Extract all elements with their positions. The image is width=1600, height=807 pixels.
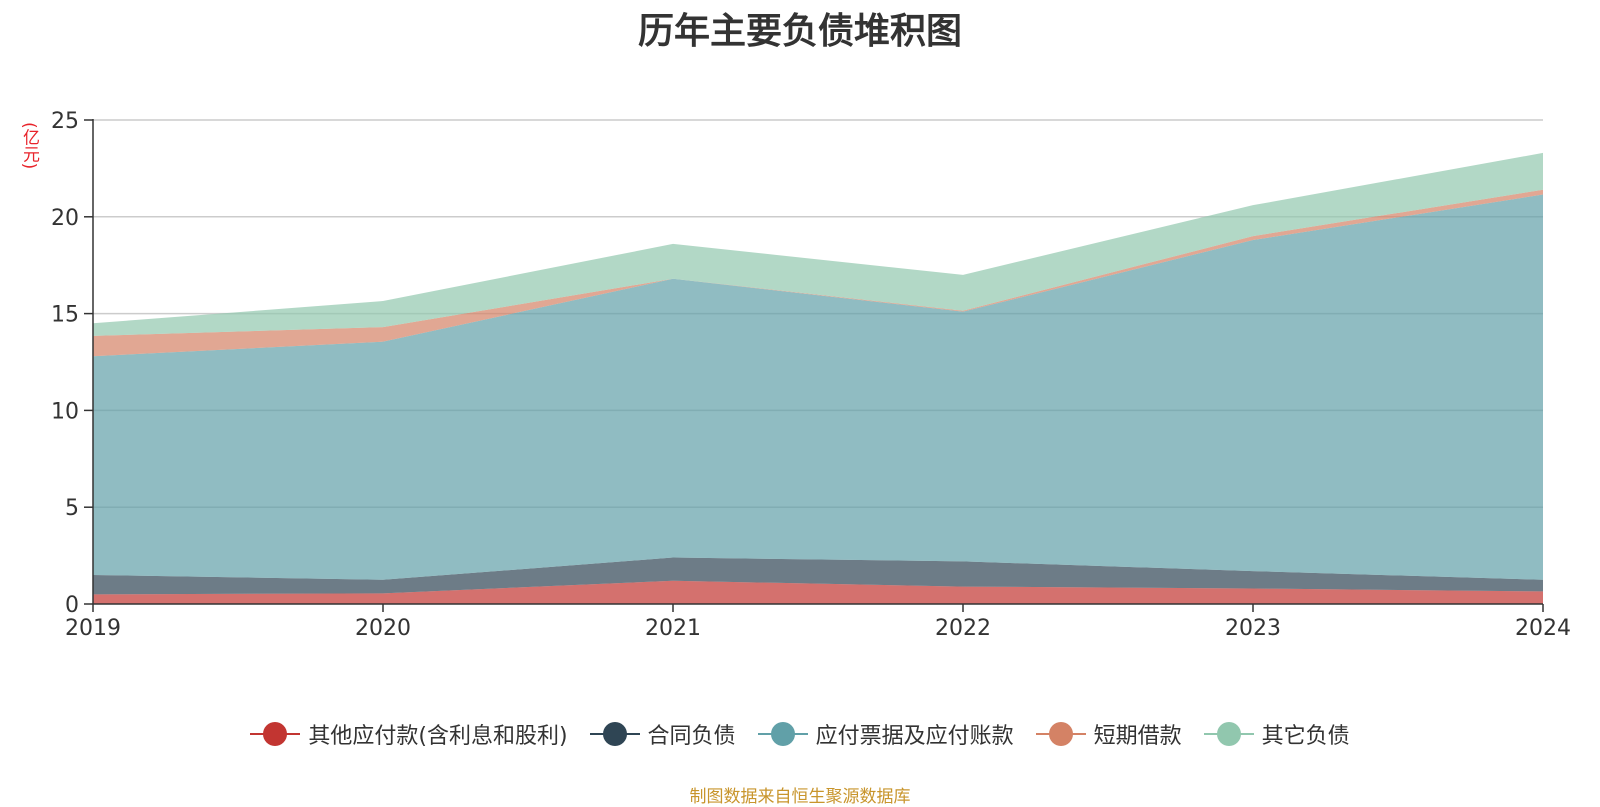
area-series-3 [93,194,1543,580]
legend-marker-icon [1203,722,1254,746]
y-axis-unit-label: (亿元) [19,122,39,170]
y-tick-label: 0 [65,593,79,618]
legend-marker-icon [757,722,808,746]
x-tick-label: 2022 [935,616,991,641]
legend-marker-icon [589,722,640,746]
y-tick-label: 20 [51,206,79,231]
x-tick-label: 2021 [645,616,701,641]
legend-label: 合同负债 [647,724,736,749]
area-series-4 [93,189,1543,357]
area-series-5 [93,152,1543,336]
y-tick-label: 15 [51,303,79,328]
legend-item-5[interactable]: 其它负债 [1203,718,1350,750]
legend-marker-icon [250,722,301,746]
legend-label: 短期借款 [1093,724,1182,749]
x-tick-label: 2019 [65,616,121,641]
source-note: 制图数据来自恒生聚源数据库 [689,787,911,807]
legend-item-4[interactable]: 短期借款 [1035,718,1182,750]
legend-item-3[interactable]: 应付票据及应付账款 [757,718,1014,750]
chart-title: 历年主要负债堆积图 [637,11,962,52]
legend-item-1[interactable]: 其他应付款(含利息和股利) [250,718,568,750]
area-series [93,152,1543,604]
x-tick-label: 2023 [1225,616,1281,641]
y-tick-label: 10 [51,399,79,424]
x-tick-label: 2024 [1515,616,1571,641]
x-tick-label: 2020 [355,616,411,641]
legend: 其他应付款(含利息和股利) 合同负债 应付票据及应付账款 短期借款 其它负债 [0,718,1600,750]
legend-label: 应付票据及应付账款 [815,724,1014,749]
area-series-2 [93,557,1543,595]
legend-label: 其他应付款(含利息和股利) [308,724,568,749]
y-tick-label: 5 [65,496,79,521]
y-tick-label: 25 [51,109,79,134]
axes: 0 5 10 15 20 25 2019 2020 2021 2022 2023 2024 [51,109,1571,641]
legend-marker-icon [1035,722,1086,746]
legend-item-2[interactable]: 合同负债 [589,718,736,750]
area-series-1 [93,580,1543,604]
legend-label: 其它负债 [1261,724,1350,749]
